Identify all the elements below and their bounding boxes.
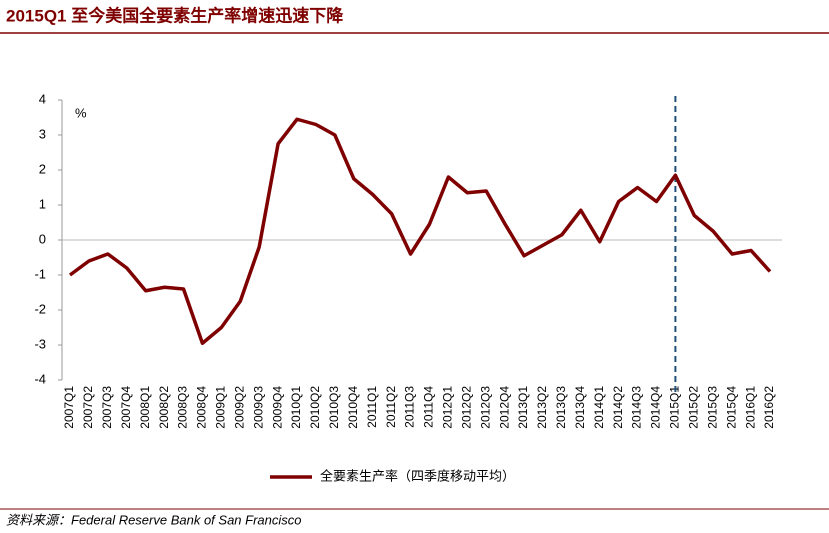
x-tick-label: 2007Q4 — [119, 386, 133, 429]
y-unit: % — [75, 105, 87, 120]
data-line — [68, 117, 772, 345]
x-tick-label: 2013Q4 — [573, 386, 587, 429]
y-tick-label: 1 — [39, 196, 46, 211]
x-tick-label: 2007Q2 — [81, 386, 95, 429]
y-tick-label: -2 — [34, 301, 46, 316]
x-tick-label: 2008Q2 — [157, 386, 171, 429]
x-tick-label: 2011Q2 — [384, 386, 398, 428]
x-tick-label: 2013Q1 — [516, 386, 530, 429]
x-tick-label: 2009Q1 — [214, 386, 228, 429]
x-tick-label: 2015Q2 — [686, 386, 700, 429]
x-tick-label: 2012Q3 — [478, 386, 492, 429]
x-tick-label: 2009Q2 — [232, 386, 246, 429]
legend-label: 全要素生产率（四季度移动平均） — [320, 468, 515, 483]
x-tick-label: 2011Q4 — [422, 386, 436, 428]
x-tick-label: 2013Q2 — [535, 386, 549, 429]
x-tick-label: 2010Q4 — [346, 386, 360, 429]
y-tick-label: 0 — [39, 231, 46, 246]
x-tick-label: 2014Q4 — [649, 386, 663, 429]
x-tick-label: 2008Q1 — [138, 386, 152, 429]
y-tick-label: -1 — [34, 266, 46, 281]
chart-title: 2015Q1 至今美国全要素生产率增速迅速下降 — [6, 5, 344, 25]
x-tick-label: 2013Q3 — [554, 386, 568, 429]
x-tick-label: 2014Q3 — [630, 386, 644, 429]
x-tick-label: 2011Q1 — [365, 386, 379, 428]
x-tick-label: 2015Q4 — [724, 386, 738, 429]
x-tick-label: 2015Q3 — [705, 386, 719, 429]
x-tick-label: 2016Q2 — [762, 386, 776, 429]
x-tick-label: 2012Q4 — [497, 386, 511, 429]
x-tick-label: 2012Q1 — [441, 386, 455, 429]
x-tick-label: 2016Q1 — [743, 386, 757, 429]
y-tick-label: -4 — [34, 371, 46, 386]
y-tick-label: 2 — [39, 161, 46, 176]
x-tick-label: 2014Q1 — [592, 386, 606, 429]
source: 资料来源：Federal Reserve Bank of San Francis… — [6, 512, 302, 527]
x-tick-label: 2014Q2 — [611, 386, 625, 429]
x-tick-label: 2009Q3 — [251, 386, 265, 429]
x-tick-label: 2011Q3 — [403, 386, 417, 428]
x-tick-label: 2008Q3 — [176, 386, 190, 429]
x-tick-label: 2010Q2 — [308, 386, 322, 429]
x-tick-label: 2008Q4 — [195, 386, 209, 429]
x-tick-label: 2015Q1 — [668, 386, 682, 429]
y-tick-label: -3 — [34, 336, 46, 351]
x-tick-label: 2012Q2 — [459, 386, 473, 429]
y-tick-label: 3 — [39, 126, 46, 141]
y-tick-label: 4 — [39, 91, 46, 106]
x-tick-label: 2009Q4 — [270, 386, 284, 429]
x-tick-label: 2007Q3 — [100, 386, 114, 429]
x-tick-label: 2010Q3 — [327, 386, 341, 429]
x-tick-label: 2010Q1 — [289, 386, 303, 429]
x-tick-label: 2007Q1 — [62, 386, 76, 429]
